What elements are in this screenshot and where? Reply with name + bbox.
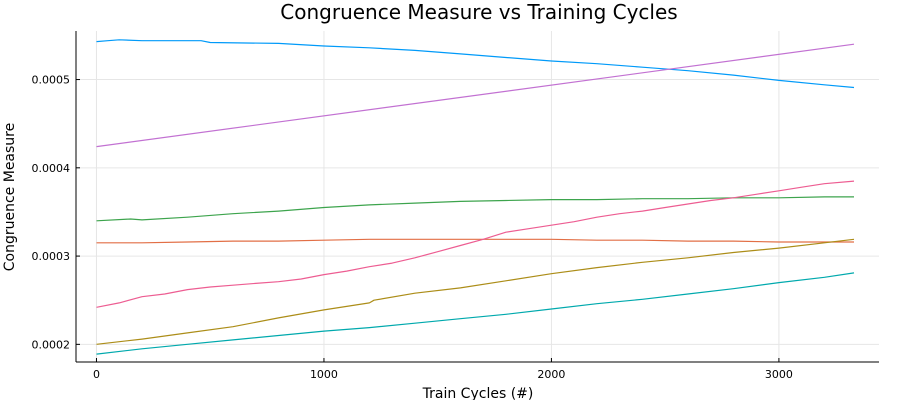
x-ticks: 0 1000 2000 3000 bbox=[93, 358, 793, 381]
axes bbox=[75, 31, 879, 363]
series-line-series-4 bbox=[96, 43, 855, 148]
x-tick-label: 1000 bbox=[310, 368, 338, 381]
x-tick-label: 2000 bbox=[537, 368, 565, 381]
chart-title: Congruence Measure vs Training Cycles bbox=[280, 0, 677, 24]
series-layer bbox=[96, 39, 855, 355]
y-axis-title: Congruence Measure bbox=[2, 123, 18, 271]
x-tick-label: 0 bbox=[93, 368, 100, 381]
series-line-series-5 bbox=[96, 238, 855, 345]
x-axis-title: Train Cycles (#) bbox=[422, 386, 534, 400]
y-tick-label: 0.0004 bbox=[32, 162, 71, 175]
x-tick-label: 3000 bbox=[765, 368, 793, 381]
y-tick-label: 0.0002 bbox=[32, 338, 71, 351]
grid bbox=[76, 31, 879, 362]
y-tick-label: 0.0005 bbox=[32, 74, 71, 87]
y-ticks: 0.0002 0.0003 0.0004 0.0005 bbox=[32, 74, 80, 351]
y-tick-label: 0.0003 bbox=[32, 250, 71, 263]
series-line-series-6 bbox=[96, 272, 855, 355]
series-line-series-7 bbox=[96, 180, 855, 308]
series-line-series-1 bbox=[96, 39, 855, 89]
